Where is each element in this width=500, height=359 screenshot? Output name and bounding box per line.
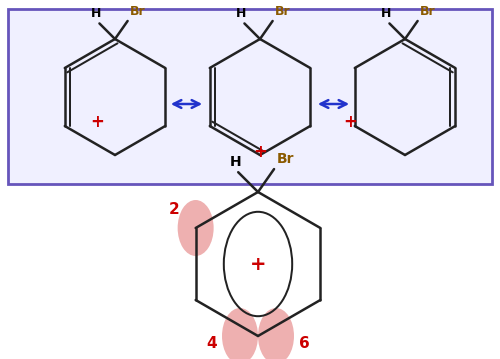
Text: H: H bbox=[236, 8, 246, 20]
FancyBboxPatch shape bbox=[8, 9, 492, 184]
Text: Br: Br bbox=[277, 152, 294, 166]
Text: Br: Br bbox=[130, 5, 145, 18]
Text: +: + bbox=[90, 113, 104, 131]
Text: 2: 2 bbox=[168, 202, 179, 218]
Text: +: + bbox=[250, 255, 266, 274]
Text: 4: 4 bbox=[206, 336, 218, 351]
Text: 6: 6 bbox=[298, 336, 310, 351]
Ellipse shape bbox=[258, 308, 294, 359]
Ellipse shape bbox=[178, 200, 214, 256]
Ellipse shape bbox=[222, 308, 258, 359]
Text: H: H bbox=[230, 155, 241, 169]
Text: H: H bbox=[382, 8, 392, 20]
Text: Br: Br bbox=[420, 5, 435, 18]
Text: Br: Br bbox=[274, 5, 290, 18]
Text: H: H bbox=[92, 8, 102, 20]
Text: +: + bbox=[253, 143, 267, 161]
Text: +: + bbox=[343, 113, 357, 131]
